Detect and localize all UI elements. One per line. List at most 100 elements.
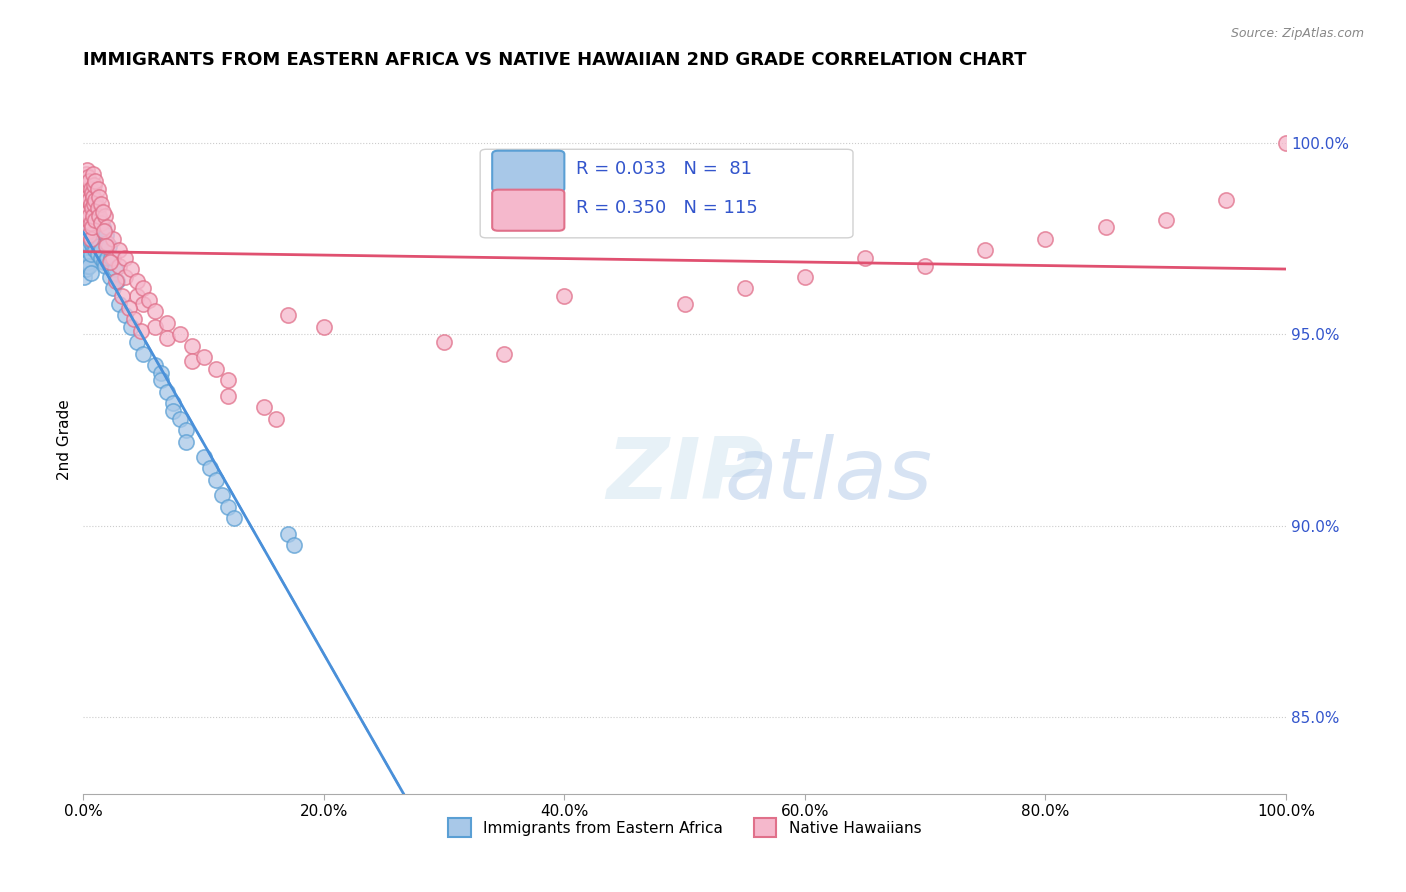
- Point: [90, 243, 112, 257]
- Point: [211, 488, 233, 502]
- Point: [79, 232, 101, 246]
- Point: [75, 201, 97, 215]
- Point: [77, 224, 100, 238]
- Point: [75, 167, 97, 181]
- Point: [75, 251, 97, 265]
- Point: [80, 186, 103, 200]
- Point: [79, 259, 101, 273]
- Point: [111, 289, 134, 303]
- Point: [94, 227, 117, 242]
- Point: [76, 235, 98, 250]
- Point: [734, 281, 756, 295]
- Text: R = 0.350   N = 115: R = 0.350 N = 115: [576, 199, 758, 217]
- Point: [217, 373, 239, 387]
- Point: [75, 262, 97, 277]
- Point: [76, 178, 98, 192]
- Point: [673, 297, 696, 311]
- FancyBboxPatch shape: [481, 149, 853, 238]
- Point: [120, 262, 142, 277]
- Point: [96, 251, 118, 265]
- Point: [108, 259, 131, 273]
- Point: [79, 239, 101, 253]
- FancyBboxPatch shape: [492, 151, 564, 192]
- Text: atlas: atlas: [725, 434, 934, 516]
- Point: [93, 224, 115, 238]
- Point: [914, 259, 936, 273]
- Point: [87, 247, 110, 261]
- Point: [90, 251, 112, 265]
- Point: [793, 270, 815, 285]
- Point: [127, 335, 149, 350]
- Point: [217, 389, 239, 403]
- Point: [82, 227, 104, 242]
- Point: [79, 227, 101, 242]
- Point: [108, 297, 131, 311]
- Point: [90, 216, 112, 230]
- Point: [150, 373, 173, 387]
- Point: [73, 220, 96, 235]
- Point: [79, 197, 101, 211]
- Point: [77, 243, 100, 257]
- Point: [114, 251, 136, 265]
- Point: [98, 270, 121, 285]
- Point: [77, 220, 100, 235]
- Point: [73, 243, 96, 257]
- Point: [553, 289, 575, 303]
- Point: [103, 281, 125, 295]
- Point: [77, 205, 100, 219]
- Point: [853, 251, 876, 265]
- Point: [264, 411, 287, 425]
- Point: [217, 500, 239, 514]
- Point: [91, 205, 114, 219]
- Point: [79, 247, 101, 261]
- Point: [76, 247, 98, 261]
- Point: [204, 362, 226, 376]
- Point: [75, 239, 97, 253]
- Point: [73, 259, 96, 273]
- Point: [156, 384, 179, 399]
- Point: [169, 411, 191, 425]
- Point: [91, 220, 114, 235]
- Point: [87, 239, 110, 253]
- Point: [89, 212, 111, 227]
- Point: [76, 212, 98, 227]
- Legend: Immigrants from Eastern Africa, Native Hawaiians: Immigrants from Eastern Africa, Native H…: [441, 813, 928, 843]
- Point: [82, 189, 104, 203]
- Point: [1275, 136, 1298, 150]
- Point: [100, 251, 122, 265]
- Point: [87, 182, 110, 196]
- Point: [77, 170, 100, 185]
- Point: [82, 239, 104, 253]
- Point: [80, 220, 103, 235]
- Point: [103, 232, 125, 246]
- FancyBboxPatch shape: [492, 190, 564, 231]
- Point: [103, 262, 125, 277]
- Point: [103, 251, 125, 265]
- Point: [122, 312, 145, 326]
- Point: [73, 270, 96, 285]
- Point: [1094, 220, 1116, 235]
- Point: [156, 331, 179, 345]
- Point: [84, 174, 107, 188]
- Point: [204, 473, 226, 487]
- Point: [118, 301, 141, 315]
- Point: [80, 201, 103, 215]
- Point: [132, 281, 155, 295]
- Point: [79, 235, 101, 250]
- Point: [104, 274, 127, 288]
- Point: [83, 235, 105, 250]
- Point: [193, 351, 215, 365]
- Point: [84, 194, 107, 208]
- Text: R = 0.033   N =  81: R = 0.033 N = 81: [576, 161, 752, 178]
- Point: [162, 396, 184, 410]
- Point: [96, 235, 118, 250]
- Point: [96, 220, 118, 235]
- Point: [198, 461, 221, 475]
- Point: [80, 220, 103, 235]
- Point: [79, 227, 101, 242]
- Point: [77, 189, 100, 203]
- Point: [79, 266, 101, 280]
- Point: [132, 346, 155, 360]
- Point: [76, 194, 98, 208]
- Point: [114, 308, 136, 322]
